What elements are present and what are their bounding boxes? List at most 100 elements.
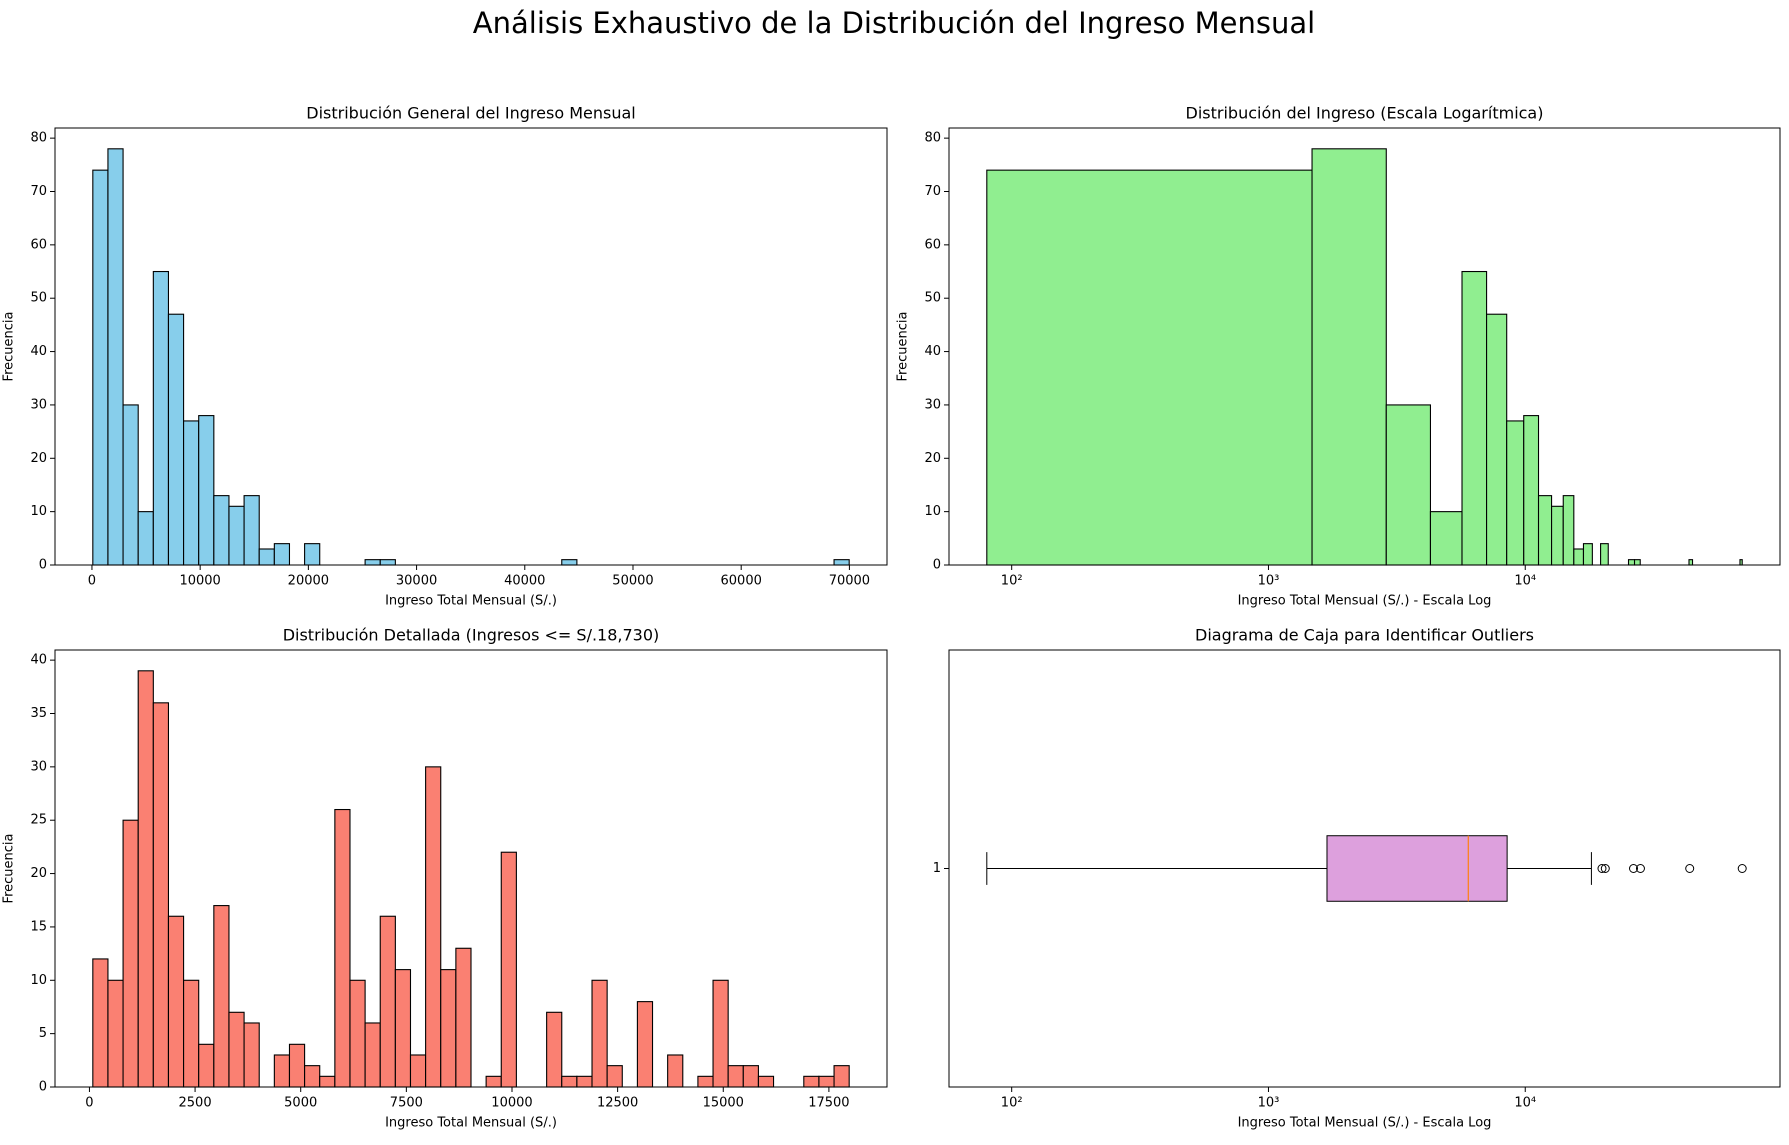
bar — [243, 495, 260, 566]
bar — [1523, 415, 1540, 566]
y-axis-label: Frecuencia — [2, 312, 17, 382]
bar — [92, 958, 109, 1088]
x-tick-label: 5000 — [284, 1096, 317, 1111]
bar — [1582, 543, 1593, 566]
y-tick-label: 10 — [30, 973, 47, 988]
y-tick-label: 0 — [933, 558, 941, 573]
bar — [304, 1065, 321, 1088]
bar — [409, 1054, 427, 1088]
bar — [591, 979, 608, 1088]
y-tick-label: 30 — [30, 397, 47, 412]
bar — [198, 1043, 215, 1088]
bar — [364, 1022, 381, 1088]
bar — [273, 543, 291, 566]
bar — [107, 148, 124, 566]
bar — [727, 1065, 744, 1088]
bar — [425, 766, 442, 1088]
plot-frame — [54, 127, 888, 566]
bar — [379, 559, 396, 566]
outlier — [1597, 864, 1607, 873]
y-tick-label: 60 — [924, 237, 941, 252]
bar — [636, 1001, 654, 1088]
x-tick-label: 10⁴ — [1514, 574, 1536, 589]
bar — [167, 915, 185, 1088]
outlier — [1685, 864, 1695, 873]
bar — [167, 313, 185, 566]
box — [1326, 835, 1508, 902]
bar — [1627, 559, 1636, 566]
outlier — [1629, 864, 1639, 873]
bar — [986, 169, 1313, 566]
y-tick-label: 5 — [39, 1026, 47, 1041]
y-tick-label: 40 — [924, 344, 941, 359]
bar — [107, 979, 124, 1088]
x-tick-label: 70000 — [829, 574, 870, 589]
y-tick-label: 10 — [30, 504, 47, 519]
y-tick-label: 0 — [39, 1080, 47, 1095]
plot-frame — [948, 649, 1781, 1088]
bar — [1429, 511, 1463, 566]
bar — [803, 1075, 820, 1088]
bar — [152, 702, 170, 1088]
bar — [152, 270, 170, 566]
x-tick-label: 30000 — [396, 574, 437, 589]
bar — [818, 1075, 835, 1088]
subplot-title: Distribución del Ingreso (Escala Logarít… — [1186, 104, 1544, 123]
bar — [440, 969, 457, 1088]
x-tick-label: 40000 — [504, 574, 545, 589]
bar — [1311, 148, 1387, 566]
outlier — [1635, 864, 1645, 873]
y-tick-label: 1 — [933, 861, 941, 876]
x-tick-label: 10⁴ — [1514, 1096, 1536, 1111]
y-tick-label: 30 — [30, 759, 47, 774]
plot-frame — [948, 127, 1781, 566]
bar — [1551, 505, 1564, 566]
x-tick-label: 10000 — [179, 574, 220, 589]
bar — [334, 808, 351, 1088]
x-tick-label: 50000 — [612, 574, 653, 589]
bar — [273, 1054, 291, 1088]
bar — [213, 905, 230, 1088]
x-tick-label: 10³ — [1258, 574, 1280, 589]
bar — [667, 1054, 684, 1088]
bar — [1486, 313, 1508, 566]
bar — [1688, 559, 1694, 566]
bar — [561, 1075, 578, 1088]
y-tick-label: 60 — [30, 237, 47, 252]
bar — [228, 1011, 245, 1088]
x-tick-label: 10³ — [1258, 1096, 1280, 1111]
bar — [546, 1011, 563, 1088]
y-tick-label: 40 — [30, 344, 47, 359]
bar — [349, 979, 366, 1088]
bar — [183, 979, 200, 1088]
figure-title: Análisis Exhaustivo de la Distribución d… — [473, 6, 1315, 40]
x-tick-label: 12500 — [597, 1096, 638, 1111]
bar — [228, 505, 245, 566]
x-tick-label: 0 — [85, 1096, 93, 1111]
x-axis-label: Ingreso Total Mensual (S/.) - Escala Log — [1238, 594, 1492, 609]
x-tick-label: 15000 — [703, 1096, 744, 1111]
bar — [198, 415, 215, 566]
x-tick-label: 0 — [88, 574, 96, 589]
y-tick-label: 30 — [924, 397, 941, 412]
bar — [1562, 495, 1575, 566]
x-axis-label: Ingreso Total Mensual (S/.) — [385, 1116, 557, 1131]
y-tick-label: 0 — [39, 558, 47, 573]
y-tick-label: 40 — [30, 653, 47, 668]
bar — [137, 511, 154, 566]
x-tick-label: 2500 — [179, 1096, 212, 1111]
bar — [394, 969, 412, 1088]
y-tick-label: 50 — [30, 291, 47, 306]
x-tick-label: 17500 — [808, 1096, 849, 1111]
bar — [1600, 543, 1609, 566]
y-tick-label: 10 — [924, 504, 941, 519]
subplot-title: Distribución Detallada (Ingresos <= S/.1… — [283, 626, 660, 645]
y-tick-label: 15 — [30, 919, 47, 934]
bar — [500, 851, 517, 1088]
bar — [455, 947, 472, 1088]
bar — [1573, 548, 1585, 566]
bar — [92, 169, 109, 566]
x-tick-label: 20000 — [288, 574, 329, 589]
y-tick-label: 20 — [30, 866, 47, 881]
bar — [304, 543, 321, 566]
